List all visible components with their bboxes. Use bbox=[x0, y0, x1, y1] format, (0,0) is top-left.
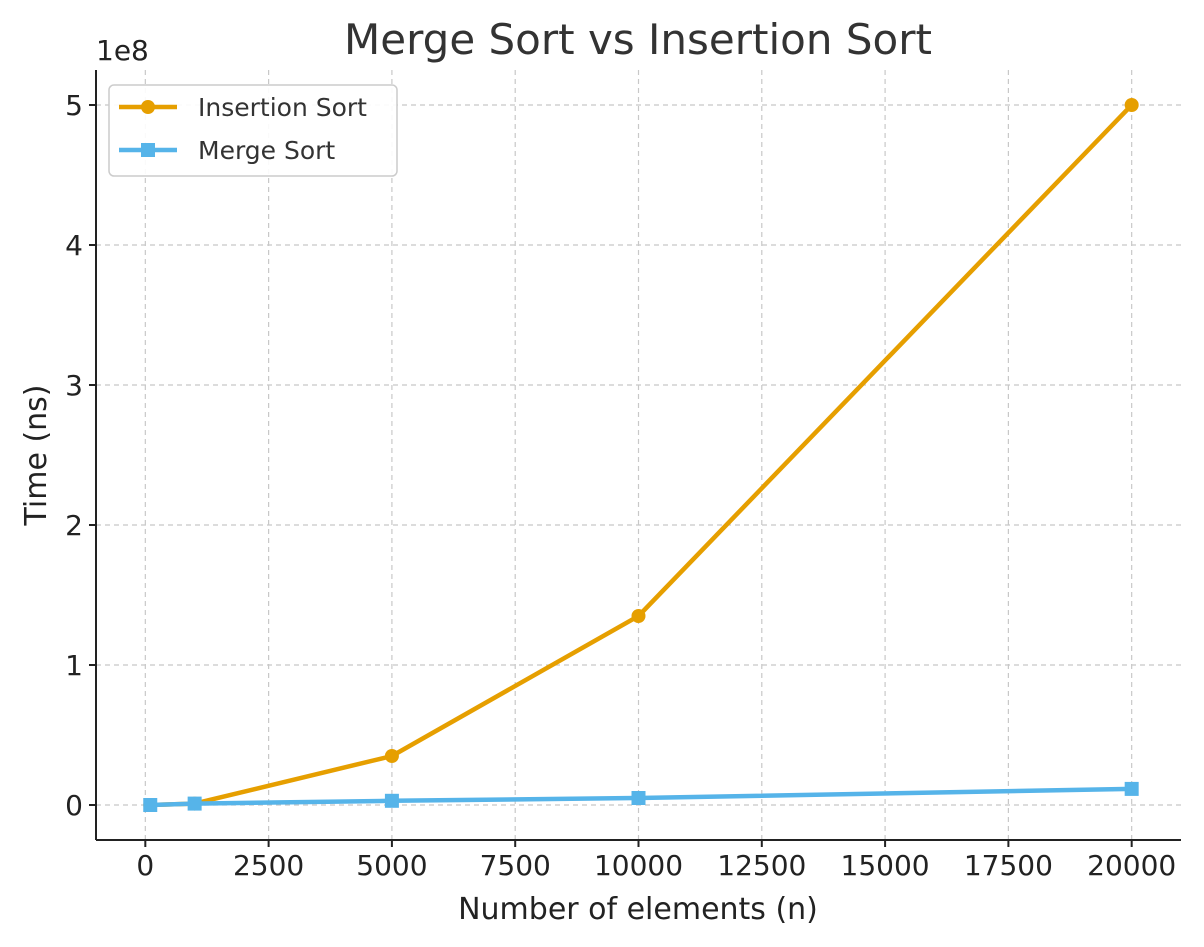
y-tick-label: 2 bbox=[65, 509, 83, 542]
legend-box bbox=[108, 84, 398, 177]
x-tick-label: 5000 bbox=[356, 849, 427, 882]
series bbox=[143, 98, 1139, 812]
insertion-sort-point bbox=[1124, 98, 1139, 112]
x-tick-label: 7500 bbox=[480, 849, 551, 882]
insertion-sort-series bbox=[143, 98, 1139, 812]
legend-marker-insertion-sort bbox=[141, 100, 155, 114]
merge-sort-point bbox=[1124, 781, 1139, 796]
merge-sort-point bbox=[631, 791, 646, 805]
x-tick-label: 0 bbox=[136, 849, 154, 882]
grid bbox=[96, 70, 1181, 840]
x-ticks: 0 2500 5000 7500 10000 12500 15000 17500 20000 bbox=[136, 840, 1176, 882]
x-tick-label: 20000 bbox=[1087, 849, 1176, 882]
merge-sort-point bbox=[143, 798, 158, 812]
x-tick-label: 15000 bbox=[841, 849, 930, 882]
legend: Insertion Sort Merge Sort bbox=[108, 84, 398, 177]
x-axis-label: Number of elements (n) bbox=[458, 892, 818, 927]
x-tick-label: 12500 bbox=[717, 849, 806, 882]
x-tick-label: 17500 bbox=[964, 849, 1053, 882]
insertion-sort-line bbox=[150, 103, 1134, 808]
y-axis-label: Time (ns) bbox=[19, 384, 54, 526]
legend-item-merge-sort: Merge Sort bbox=[119, 136, 335, 165]
merge-sort-point bbox=[384, 793, 399, 808]
insertion-sort-point bbox=[384, 749, 399, 763]
merge-sort-point bbox=[187, 796, 202, 811]
legend-label-merge-sort: Merge Sort bbox=[198, 136, 335, 165]
merge-sort-series bbox=[143, 781, 1139, 812]
y-offset-label: 1e8 bbox=[96, 34, 149, 67]
legend-marker-merge-sort bbox=[141, 143, 155, 157]
y-tick-label: 3 bbox=[65, 369, 83, 402]
legend-label-insertion-sort: Insertion Sort bbox=[198, 93, 367, 122]
y-tick-label: 0 bbox=[65, 789, 83, 822]
chart-title: Merge Sort vs Insertion Sort bbox=[344, 15, 932, 64]
y-tick-label: 4 bbox=[65, 229, 83, 262]
y-tick-label: 1 bbox=[65, 649, 83, 682]
y-ticks: 0 1 2 3 4 5 bbox=[65, 89, 96, 822]
x-tick-label: 2500 bbox=[233, 849, 304, 882]
axes bbox=[95, 70, 1181, 841]
legend-item-insertion-sort: Insertion Sort bbox=[119, 93, 367, 122]
y-tick-label: 5 bbox=[65, 89, 83, 122]
x-tick-label: 10000 bbox=[594, 849, 683, 882]
insertion-sort-point bbox=[631, 609, 646, 623]
